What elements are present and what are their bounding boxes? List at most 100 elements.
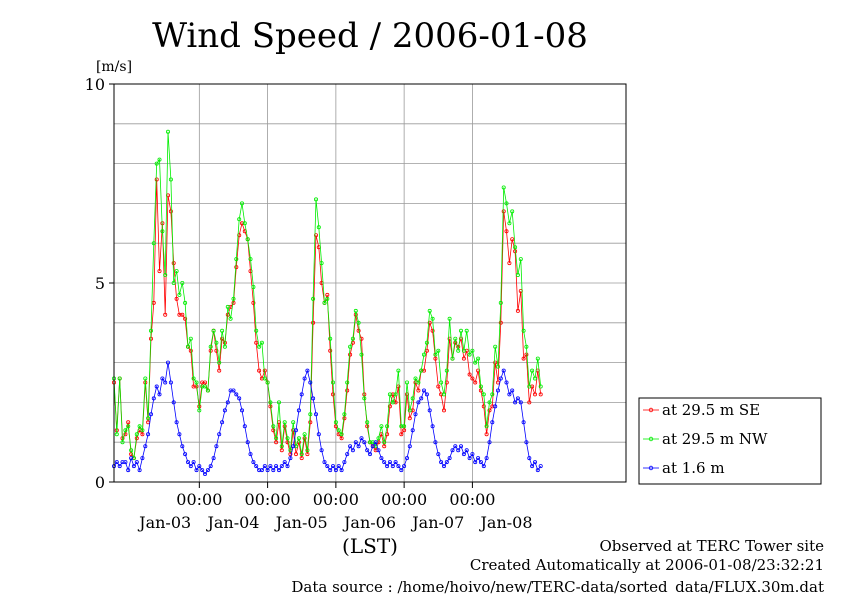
data-point	[254, 340, 259, 345]
data-point	[328, 468, 333, 473]
data-point	[180, 280, 185, 285]
data-point	[510, 209, 515, 214]
x-axis-label: (LST)	[342, 534, 398, 558]
data-point	[299, 456, 304, 461]
data-point	[188, 348, 193, 353]
data-point	[174, 296, 179, 301]
data-point	[353, 440, 358, 445]
data-point	[282, 420, 287, 425]
data-point	[444, 460, 449, 465]
data-point	[214, 340, 219, 345]
data-point	[217, 432, 222, 437]
data-point	[427, 408, 432, 413]
data-point	[191, 460, 196, 465]
data-point	[140, 432, 145, 437]
data-point	[521, 356, 526, 361]
data-point	[262, 368, 267, 373]
data-point	[490, 420, 495, 425]
data-point	[274, 436, 279, 441]
legend-label: at 1.6 m	[662, 459, 725, 477]
data-point	[365, 420, 370, 425]
data-point	[134, 432, 139, 437]
x-time-tick-label: 00:00	[176, 490, 222, 509]
data-point	[214, 444, 219, 449]
data-point	[524, 352, 529, 357]
data-point	[470, 348, 475, 353]
legend-swatch-marker	[648, 407, 654, 413]
data-point	[356, 328, 361, 333]
y-tick-label: 5	[95, 274, 105, 293]
data-point	[197, 464, 202, 469]
data-point	[171, 261, 176, 266]
data-point	[367, 452, 372, 457]
data-point	[228, 316, 233, 321]
data-point	[231, 296, 236, 301]
data-point	[129, 448, 134, 453]
data-point	[313, 197, 318, 202]
data-point	[484, 424, 489, 429]
data-point	[157, 157, 162, 162]
data-point	[257, 344, 262, 349]
data-point	[328, 348, 333, 353]
data-point	[174, 269, 179, 274]
y-tick-label: 0	[95, 473, 105, 492]
data-point	[533, 392, 538, 397]
data-point	[296, 408, 301, 413]
data-point	[399, 432, 404, 437]
x-time-tick-label: 00:00	[449, 490, 495, 509]
data-point	[524, 344, 529, 349]
data-point	[257, 368, 262, 373]
data-point	[205, 468, 210, 473]
data-point	[421, 368, 426, 373]
series-line	[113, 179, 542, 460]
data-point	[282, 460, 287, 465]
data-point	[245, 440, 250, 445]
data-point	[319, 448, 324, 453]
data-point	[530, 368, 535, 373]
data-point	[202, 384, 207, 389]
data-point	[123, 432, 128, 437]
data-point	[333, 420, 338, 425]
data-point	[356, 444, 361, 449]
x-time-tick-label: 00:00	[381, 490, 427, 509]
data-point	[330, 380, 335, 385]
data-point	[498, 320, 503, 325]
data-point	[467, 456, 472, 461]
data-point	[390, 400, 395, 405]
data-point	[330, 392, 335, 397]
data-point	[495, 364, 500, 369]
data-point	[387, 392, 392, 397]
data-point	[336, 464, 341, 469]
data-point	[402, 464, 407, 469]
data-point	[436, 348, 441, 353]
data-point	[441, 408, 446, 413]
data-point	[237, 233, 242, 238]
data-point	[476, 356, 481, 361]
data-point	[325, 292, 330, 297]
data-point	[439, 460, 444, 465]
data-point	[191, 376, 196, 381]
data-point	[296, 436, 301, 441]
data-point	[524, 440, 529, 445]
data-point	[148, 412, 153, 417]
data-point	[285, 440, 290, 445]
data-point	[180, 444, 185, 449]
data-point	[535, 356, 540, 361]
data-point	[237, 217, 242, 222]
data-point	[382, 444, 387, 449]
data-point	[222, 408, 227, 413]
data-point	[342, 412, 347, 417]
data-point	[504, 201, 509, 206]
data-point	[359, 352, 364, 357]
data-point	[248, 257, 253, 262]
data-point	[453, 336, 458, 341]
data-point	[188, 336, 193, 341]
data-point	[385, 464, 390, 469]
data-point	[268, 464, 273, 469]
y-axis-label: [m/s]	[96, 59, 132, 75]
x-date-tick-label: Jan-03	[137, 513, 191, 532]
data-point	[245, 237, 250, 242]
data-point	[504, 229, 509, 234]
data-point	[473, 460, 478, 465]
